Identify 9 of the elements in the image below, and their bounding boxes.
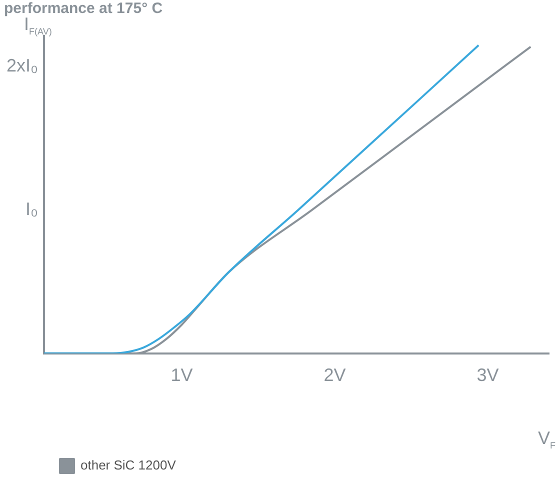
x-tick-label: 2V <box>324 365 346 386</box>
x-axis-title: V$_{F}$ <box>538 428 556 451</box>
legend-label: other SiC 1200V <box>80 458 176 473</box>
y-axis-title: I$_{F(AV)}$ <box>24 14 52 37</box>
x-tick-label: 3V <box>476 365 499 386</box>
text: 2xI₀ <box>6 56 38 76</box>
chart-title: performance at 175° C <box>4 0 163 17</box>
text: I₀ <box>26 199 38 220</box>
x-tick-label: 1V <box>170 365 193 386</box>
